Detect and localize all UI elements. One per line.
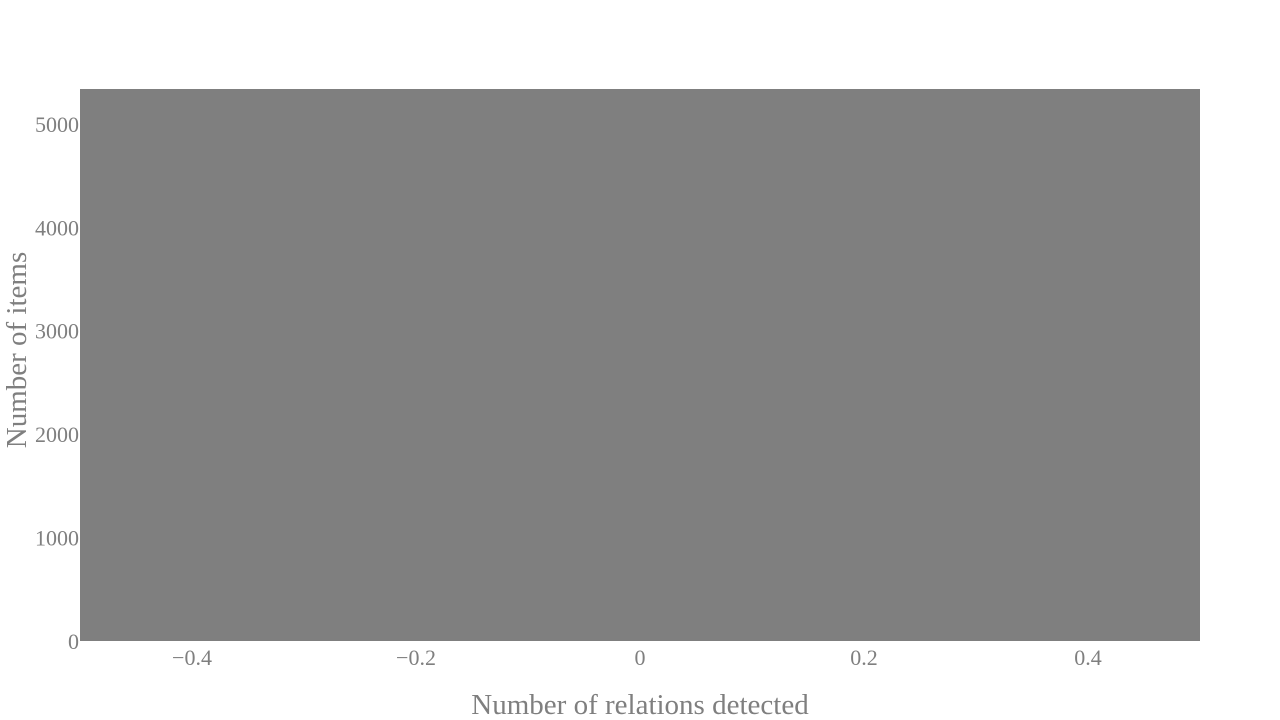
bar-series [80,89,1200,641]
x-axis-ticks: −0.4 −0.2 0 0.2 0.4 [172,645,1102,670]
x-tick-label: 0 [635,645,646,670]
y-tick-label: 2000 [35,422,79,447]
y-tick-label: 5000 [35,112,79,137]
y-tick-label: 0 [68,629,79,654]
x-tick-label: 0.4 [1074,645,1102,670]
y-tick-label: 4000 [35,215,79,240]
y-axis-ticks: 0 1000 2000 3000 4000 5000 [35,112,79,654]
x-axis-title: Number of relations detected [471,689,809,720]
y-axis-title: Number of items [1,252,33,449]
y-tick-label: 1000 [35,526,79,551]
y-tick-label: 3000 [35,319,79,344]
x-tick-label: −0.4 [172,645,212,670]
bar-0 [80,89,1200,641]
x-tick-label: 0.2 [850,645,878,670]
x-tick-label: −0.2 [396,645,436,670]
